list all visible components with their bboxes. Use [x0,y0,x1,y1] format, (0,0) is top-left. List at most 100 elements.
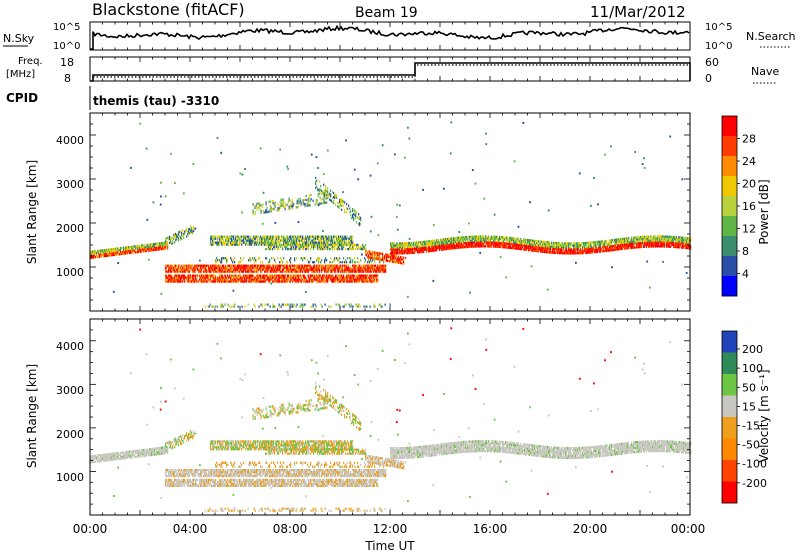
power-cell [351,244,352,246]
power-cell [253,259,254,261]
power-cell [321,240,322,242]
power-cell [277,257,278,259]
power-cell [260,275,261,277]
power-cell [396,204,398,206]
power-cell [361,254,363,256]
power-cell [268,244,269,246]
power-cell [226,261,227,263]
power-cell [127,252,128,254]
power-cell [313,200,314,202]
power-cell [379,256,380,258]
power-cell [285,204,286,206]
power-cell [315,203,316,205]
power-cell [350,259,351,261]
power-cell [366,250,367,252]
power-cell [283,200,284,202]
power-cell [250,236,251,238]
power-cell [209,280,210,282]
power-cell [313,280,314,282]
power-cell [228,244,229,246]
power-cell [364,257,365,259]
power-cell [343,257,344,259]
power-cell [167,247,168,249]
power-cell [228,304,229,306]
power-cell [290,259,291,261]
power-cell [276,238,277,240]
power-cell [256,259,257,261]
power-cell [301,257,302,259]
power-cell [305,203,306,205]
power-cell [302,240,303,242]
power-cell [275,206,276,208]
power-cell [285,206,286,208]
power-cell [634,242,636,244]
power-cell [302,236,303,238]
power-cell [414,252,415,254]
power-cell [468,222,470,224]
power-cell [256,244,257,246]
power-cell [221,240,222,242]
power-cell [273,236,274,238]
power-cell [317,199,318,201]
power-cell [277,244,278,246]
power-cell [329,238,330,240]
power-cell [215,238,216,240]
power-cell [259,257,260,259]
power-cell [222,238,223,240]
power-cell [380,304,381,306]
power-cell [335,242,336,244]
power-cell [269,259,270,261]
power-cell [241,244,242,246]
power-cell [325,248,326,250]
power-cell [288,202,289,204]
power-cell [580,246,581,248]
power-cell [337,257,338,259]
power-cell [229,240,230,242]
power-cell [317,244,318,246]
power-cell [190,275,191,277]
power-cell [282,244,283,246]
power-cell [116,254,117,256]
power-cell [231,238,232,240]
power-cell [343,204,344,206]
power-cell [371,261,372,263]
power-cell [268,304,269,306]
power-cell [273,304,274,306]
power-cell [507,237,508,239]
power-cell [356,211,357,213]
power-cell [318,238,319,240]
power-cell [450,121,452,123]
power-cell [210,277,211,279]
power-cell [166,241,167,243]
power-cell [321,246,322,248]
power-cell [367,275,368,277]
power-cell [271,257,272,259]
power-cell [160,204,162,206]
power-cell [183,235,184,237]
power-cell [139,123,141,125]
power-cell [304,246,305,248]
power-cell [242,306,243,308]
power-cell [551,242,552,244]
power-cell [238,280,239,282]
power-cell [297,242,298,244]
power-cell [346,211,347,213]
power-cell [174,241,175,243]
power-cell [101,255,102,257]
power-cell [377,278,378,280]
power-cell [330,195,331,197]
power-cell [377,275,378,277]
power-cell [333,200,334,202]
power-cell [486,235,487,237]
power-cell [292,199,293,201]
power-cell [319,271,320,273]
power-cell [173,238,174,240]
power-cell [250,257,251,259]
power-cell [379,261,380,263]
power-cell [344,201,345,203]
power-cell [324,261,325,263]
power-cell [362,244,363,246]
power-cell [314,261,315,263]
power-cell [353,217,354,219]
frequency-label-line1: Freq. [18,56,43,67]
